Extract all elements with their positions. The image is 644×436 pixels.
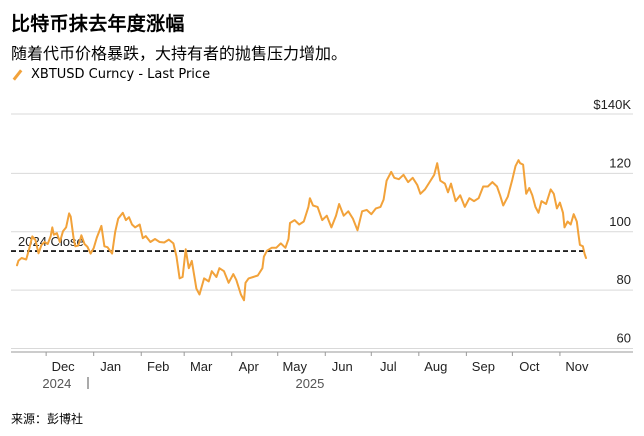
x-tick-label: Feb <box>147 359 169 374</box>
y-tick-label: 80 <box>617 272 631 287</box>
legend: XBTUSD Curncy - Last Price <box>11 67 210 82</box>
x-tick-label: Dec <box>52 359 76 374</box>
x-tick-label: Jan <box>100 359 121 374</box>
x-tick-label: Mar <box>190 359 213 374</box>
chart-subtitle: 随着代币价格暴跌，大持有者的抛售压力增加。 <box>11 44 348 63</box>
y-tick-label: 60 <box>617 331 631 346</box>
x-tick-label: Oct <box>519 359 540 374</box>
y-tick-label: $140K <box>593 97 631 112</box>
year-label: 2024 <box>42 376 71 391</box>
x-tick-label: Aug <box>424 359 447 374</box>
x-tick-label: Jun <box>332 359 353 374</box>
x-tick-label: Jul <box>380 359 397 374</box>
y-tick-label: 120 <box>609 155 631 170</box>
price-series-line <box>16 159 587 302</box>
year-label: 2025 <box>295 376 324 391</box>
legend-label: XBTUSD Curncy - Last Price <box>31 67 211 82</box>
source-note: 来源：彭博社 <box>11 412 84 426</box>
x-tick-label: May <box>282 359 307 374</box>
x-tick-label: Sep <box>472 359 495 374</box>
x-tick-label: Apr <box>239 359 260 374</box>
chart-title: 比特币抹去年度涨幅 <box>11 13 185 35</box>
y-tick-label: 100 <box>609 214 631 229</box>
x-tick-label: Nov <box>565 359 589 374</box>
